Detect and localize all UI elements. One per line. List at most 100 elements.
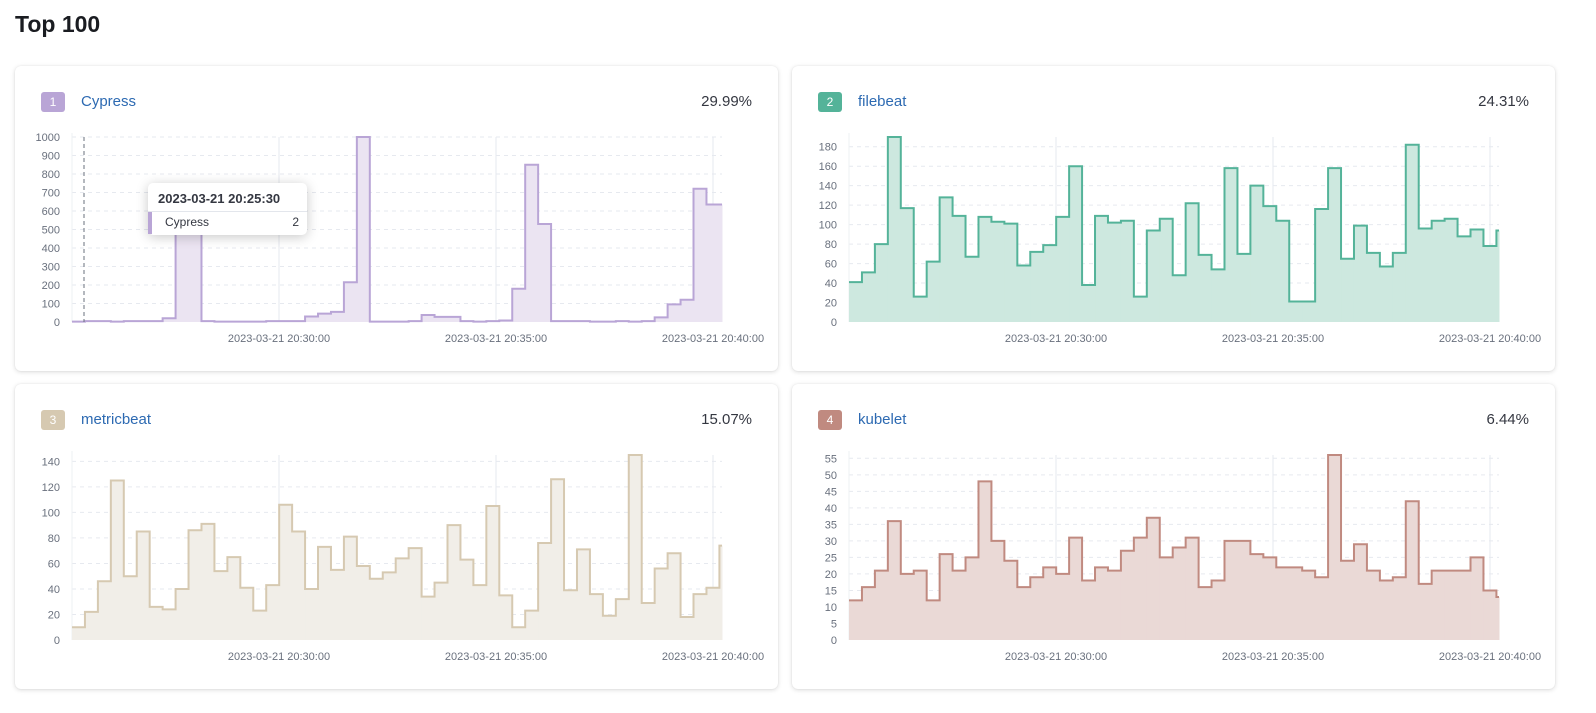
y-tick-label: 120 — [819, 200, 837, 212]
series-line — [849, 136, 1499, 303]
bucket-bar — [149, 606, 164, 640]
y-tick-label: 100 — [42, 299, 60, 311]
bucket-bar — [421, 314, 436, 322]
bucket-bar — [1043, 567, 1057, 640]
bucket-bar — [1211, 269, 1225, 322]
bucket-bar — [1379, 266, 1394, 322]
bucket-bar — [330, 311, 345, 322]
x-tick-label: 2023-03-21 20:40:00 — [662, 651, 764, 663]
bucket-bar — [680, 617, 695, 640]
bucket-bar — [1289, 301, 1303, 322]
bucket-bar — [576, 549, 591, 640]
bucket-bar — [1004, 223, 1018, 322]
bucket-bar — [305, 588, 319, 640]
bucket-bar — [318, 313, 332, 322]
tooltip-series: Cypress — [165, 215, 210, 229]
y-tick-label: 60 — [825, 259, 837, 271]
bucket-bar — [1056, 216, 1070, 322]
bucket-bar — [1133, 537, 1148, 640]
bucket-bar — [900, 573, 915, 640]
bucket-bar — [1276, 567, 1290, 640]
bucket-bar — [525, 610, 539, 640]
y-tick-label: 60 — [48, 558, 60, 570]
bucket-bar — [279, 504, 293, 640]
bucket-bar — [1017, 587, 1031, 640]
bucket-bar — [1405, 501, 1420, 640]
bucket-bar — [1405, 144, 1420, 322]
y-tick-label: 500 — [42, 225, 60, 237]
y-tick-label: 40 — [48, 584, 60, 596]
bucket-bar — [1250, 185, 1264, 322]
y-tick-label: 0 — [831, 635, 837, 647]
bucket-bar — [1341, 258, 1355, 322]
x-tick-label: 2023-03-21 20:30:00 — [228, 651, 330, 663]
x-tick-label: 2023-03-21 20:35:00 — [1222, 651, 1324, 663]
y-tick-label: 45 — [825, 486, 837, 498]
bucket-bar — [654, 568, 669, 640]
bucket-bar — [564, 590, 578, 640]
series-link[interactable]: kubelet — [858, 411, 907, 428]
bucket-bar — [991, 221, 1005, 322]
bucket-bar — [499, 595, 513, 640]
bucket-bar — [447, 316, 461, 322]
y-tick-label: 40 — [825, 503, 837, 515]
bucket-bar — [1483, 246, 1497, 322]
y-tick-label: 40 — [825, 278, 837, 290]
bucket-bar — [538, 223, 552, 322]
bucket-bar — [1159, 218, 1174, 322]
bucket-bar — [201, 523, 215, 640]
bucket-bar — [84, 611, 99, 640]
bucket-bar — [719, 545, 723, 640]
bucket-bar — [447, 525, 461, 640]
bucket-bar — [1353, 544, 1368, 640]
y-tick-label: 100 — [819, 220, 837, 232]
bucket-bar — [1328, 168, 1342, 322]
x-tick-label: 2023-03-21 20:35:00 — [1222, 333, 1324, 345]
bucket-bar — [97, 581, 112, 640]
bucket-bar — [1095, 567, 1109, 640]
y-tick-label: 0 — [831, 317, 837, 329]
y-tick-label: 10 — [825, 602, 837, 614]
bucket-bar — [188, 530, 202, 640]
series-link[interactable]: metricbeat — [81, 411, 152, 428]
percent-value: 29.99% — [701, 93, 752, 110]
x-tick-label: 2023-03-21 20:35:00 — [445, 651, 547, 663]
bucket-bar — [1328, 455, 1342, 640]
bucket-bar — [434, 316, 448, 322]
bucket-bar — [1418, 228, 1433, 322]
bucket-bar — [926, 600, 941, 640]
series-link[interactable]: filebeat — [858, 93, 907, 110]
y-tick-label: 140 — [42, 456, 60, 468]
tooltip-swatch — [148, 212, 152, 234]
bucket-bar — [305, 316, 319, 322]
chart-svg[interactable]: 0 20 40 60 80 100 120 140 2023-03-21 20:30:00 202… — [15, 384, 778, 689]
chart-svg[interactable]: 0 100 200 300 400 500 600 700 800 900 1000 2023-03-… — [15, 66, 778, 371]
rank-badge: 1 — [41, 92, 65, 112]
chart-svg[interactable]: 0 5 10 15 20 25 30 35 40 45 50 55 2023-03-21 20:30:0… — [792, 384, 1555, 689]
bucket-bar — [1030, 251, 1044, 322]
chart-svg[interactable]: 0 20 40 60 80 100 120 140 160 180 2023-03-21 20:30… — [792, 66, 1555, 371]
tooltip-time: 2023-03-21 20:25:30 — [158, 191, 281, 206]
series-link[interactable]: Cypress — [81, 93, 137, 110]
y-tick-label: 400 — [42, 243, 60, 255]
bucket-bar — [136, 531, 151, 640]
bucket-bar — [1431, 570, 1446, 640]
bucket-bar — [240, 587, 254, 640]
bucket-bar — [525, 164, 539, 322]
bucket-bar — [1431, 220, 1446, 322]
bucket-bar — [1082, 580, 1096, 640]
bucket-bar — [1082, 285, 1096, 322]
series-line — [72, 454, 722, 629]
bucket-bar — [1353, 225, 1368, 322]
bucket-bar — [1107, 570, 1122, 640]
bucket-bar — [926, 261, 941, 322]
x-tick-label: 2023-03-21 20:35:00 — [445, 333, 547, 345]
y-tick-label: 1000 — [36, 132, 60, 144]
x-tick-label: 2023-03-21 20:30:00 — [1005, 651, 1107, 663]
bucket-bar — [1444, 570, 1459, 640]
bucket-bar — [913, 296, 928, 322]
percent-value: 6.44% — [1486, 411, 1529, 428]
bucket-bar — [162, 609, 177, 640]
bucket-bar — [512, 627, 526, 640]
rank-badge: 4 — [818, 410, 842, 430]
